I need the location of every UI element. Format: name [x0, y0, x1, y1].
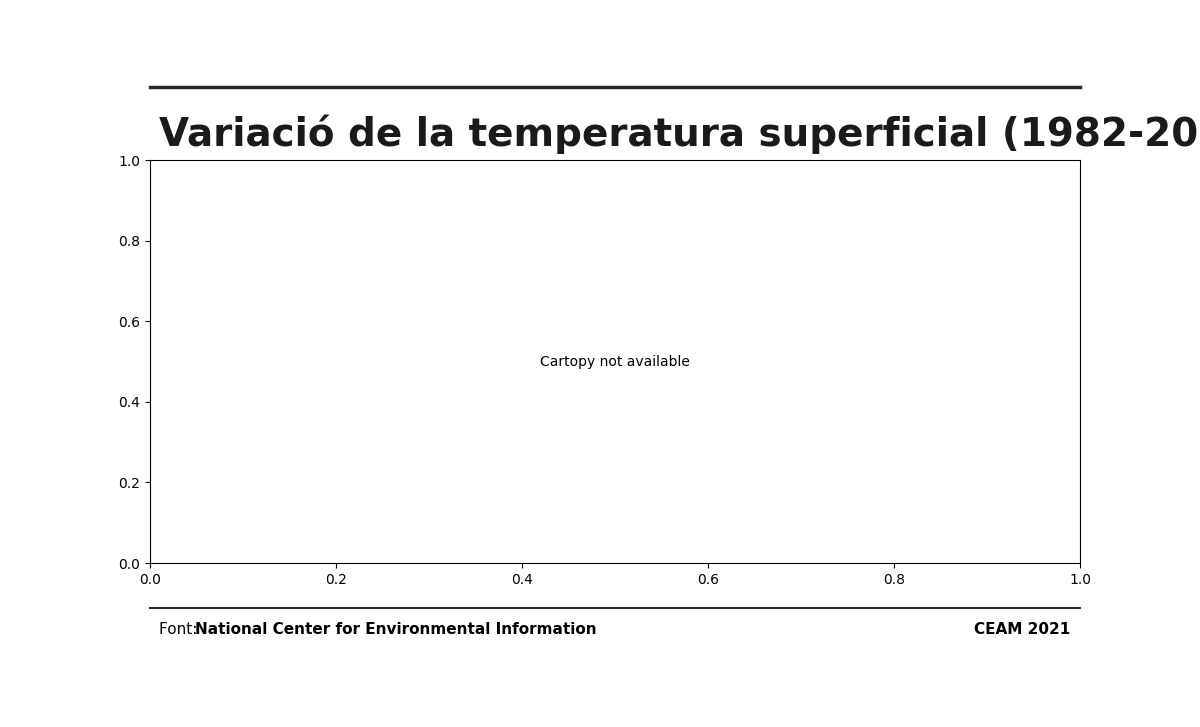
Text: Variació de la temperatura superficial (1982-2022): Variació de la temperatura superficial (…	[160, 115, 1200, 154]
Text: National Center for Environmental Information: National Center for Environmental Inform…	[194, 622, 596, 637]
Text: Cartopy not available: Cartopy not available	[540, 355, 690, 369]
Text: Font:: Font:	[160, 622, 203, 637]
Text: CEAM 2021: CEAM 2021	[974, 622, 1070, 637]
